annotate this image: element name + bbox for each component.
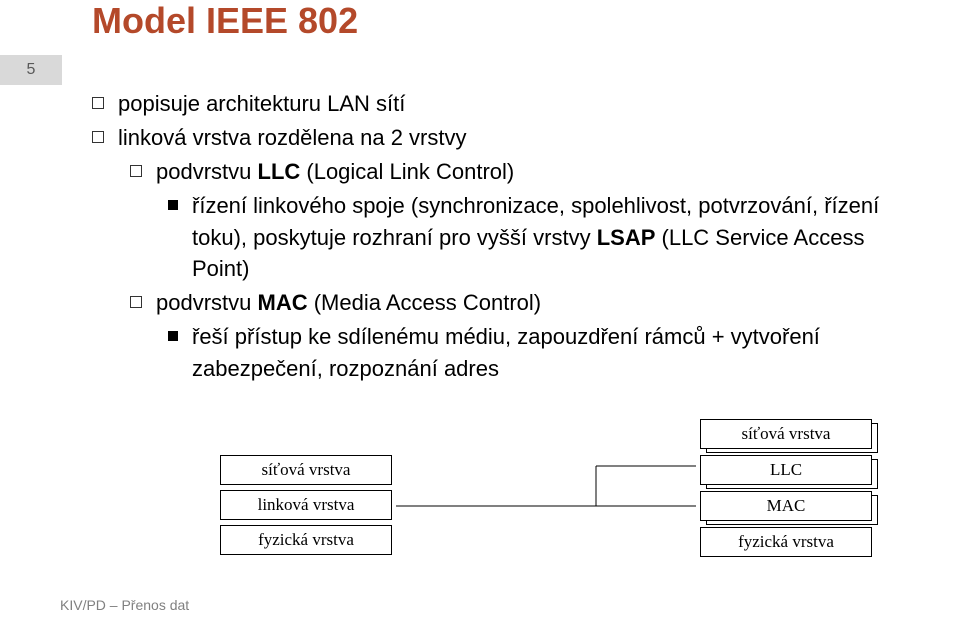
bullet-text: řízení linkového spoje (synchronizace, s… bbox=[192, 190, 882, 286]
text-strong: LLC bbox=[258, 159, 301, 184]
bullet-box-icon bbox=[92, 131, 104, 143]
text-strong: LSAP bbox=[597, 225, 656, 250]
footer-text: KIV/PD – Přenos dat bbox=[60, 597, 189, 613]
layer-cell: síťová vrstva bbox=[220, 455, 392, 485]
text-fragment: (Logical Link Control) bbox=[300, 159, 514, 184]
text-fragment: podvrstvu bbox=[156, 159, 258, 184]
bullet-text: podvrstvu LLC (Logical Link Control) bbox=[156, 156, 882, 188]
layer-stacked: síťová vrstva bbox=[700, 419, 872, 452]
bullet-text: popisuje architekturu LAN sítí bbox=[118, 88, 882, 120]
layer-cell: LLC bbox=[700, 455, 872, 485]
bullet-text: linková vrstva rozdělena na 2 vrstvy bbox=[118, 122, 882, 154]
bullet-filled-icon bbox=[168, 200, 178, 210]
layer-cell: linková vrstva bbox=[220, 490, 392, 520]
bullet-text: řeší přístup ke sdílenému médiu, zapouzd… bbox=[192, 321, 882, 385]
page-number-badge: 5 bbox=[0, 55, 62, 85]
bullet-filled-icon bbox=[168, 331, 178, 341]
layer-stacked: MAC bbox=[700, 491, 872, 524]
text-fragment: (Media Access Control) bbox=[308, 290, 542, 315]
text-fragment: podvrstvu bbox=[156, 290, 258, 315]
content-block: popisuje architekturu LAN sítí linková v… bbox=[92, 88, 882, 387]
bullet-box-icon bbox=[130, 165, 142, 177]
diagram-ieee-right: síťová vrstva LLC MAC fyzická vrstva bbox=[700, 419, 872, 562]
bullet-box-icon bbox=[130, 296, 142, 308]
text-strong: MAC bbox=[258, 290, 308, 315]
diagram-osi-left: síťová vrstva linková vrstva fyzická vrs… bbox=[220, 455, 392, 560]
layer-cell: síťová vrstva bbox=[700, 419, 872, 449]
connector-bracket-icon bbox=[396, 456, 696, 546]
layer-stacked: LLC bbox=[700, 455, 872, 488]
layer-cell: MAC bbox=[700, 491, 872, 521]
bullet-text: podvrstvu MAC (Media Access Control) bbox=[156, 287, 882, 319]
bullet-box-icon bbox=[92, 97, 104, 109]
layer-cell: fyzická vrstva bbox=[700, 527, 872, 557]
page-title: Model IEEE 802 bbox=[92, 0, 358, 42]
layer-cell: fyzická vrstva bbox=[220, 525, 392, 555]
